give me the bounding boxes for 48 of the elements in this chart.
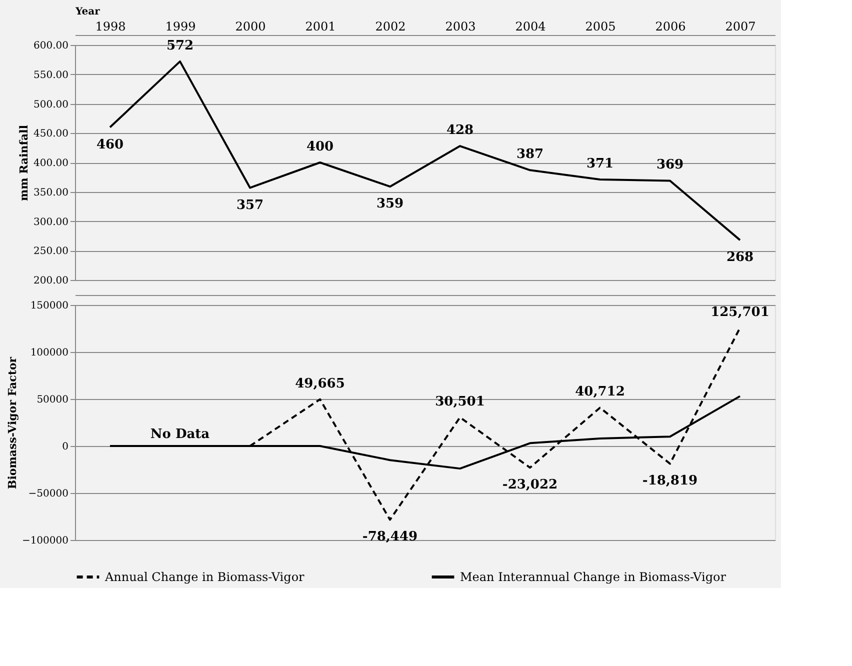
x-tick-label: 2003: [445, 20, 476, 34]
y-tick-label: 200.00: [34, 276, 68, 286]
legend-label: Mean Interannual Change in Biomass-Vigor: [460, 570, 726, 584]
x-tick-label: 1998: [95, 20, 126, 34]
x-tick-label: 2007: [725, 20, 756, 34]
y-tick-label: 100000: [30, 348, 68, 358]
x-tick-label: 2006: [655, 20, 686, 34]
y-tick-label: 250.00: [34, 246, 68, 258]
data-label: 460: [96, 137, 124, 152]
x-axis-title: Year: [74, 6, 101, 18]
x-tick-label: 1999: [165, 20, 196, 34]
y-tick-label: 350.00: [34, 187, 68, 198]
data-label: 369: [656, 158, 684, 173]
data-label: 49,665: [295, 376, 345, 392]
data-label: 357: [236, 198, 264, 213]
data-label: 30,501: [435, 394, 485, 410]
y-tick-label: 150000: [30, 300, 68, 312]
data-label: 428: [446, 123, 474, 138]
data-label: 400: [306, 140, 334, 154]
data-label: 572: [166, 38, 194, 54]
y-tick-label: −100000: [22, 536, 68, 546]
x-tick-label: 2004: [515, 20, 546, 34]
x-tick-label: 2005: [585, 20, 616, 34]
y-tick-label: 0: [62, 442, 68, 452]
y-axis-title: mm Rainfall: [18, 124, 31, 202]
data-label: -78,449: [362, 530, 418, 545]
data-label: 40,712: [575, 384, 625, 400]
data-label: -18,819: [642, 474, 698, 489]
y-tick-label: 550.00: [34, 70, 68, 81]
y-tick-label: 500.00: [34, 99, 68, 110]
data-label: 387: [516, 147, 544, 162]
y-tick-label: 300.00: [34, 216, 68, 228]
x-tick-label: 2002: [375, 20, 406, 34]
y-tick-label: 400.00: [34, 158, 68, 169]
data-label: 359: [376, 196, 404, 212]
data-label: 268: [726, 250, 754, 266]
y-tick-label: 450.00: [34, 128, 68, 140]
x-tick-label: 2000: [235, 20, 266, 34]
data-label: 371: [586, 156, 614, 172]
annotation: No Data: [150, 427, 210, 442]
y-tick-label: 50000: [36, 394, 68, 406]
legend-label: Annual Change in Biomass-Vigor: [104, 570, 305, 584]
data-label: -23,022: [502, 478, 558, 493]
y-tick-label: −50000: [28, 488, 68, 500]
y-axis-title: Biomass-Vigor Factor: [6, 356, 19, 490]
data-label: 125,701: [710, 304, 770, 320]
y-tick-label: 600.00: [34, 40, 68, 52]
x-tick-label: 2001: [305, 20, 336, 34]
